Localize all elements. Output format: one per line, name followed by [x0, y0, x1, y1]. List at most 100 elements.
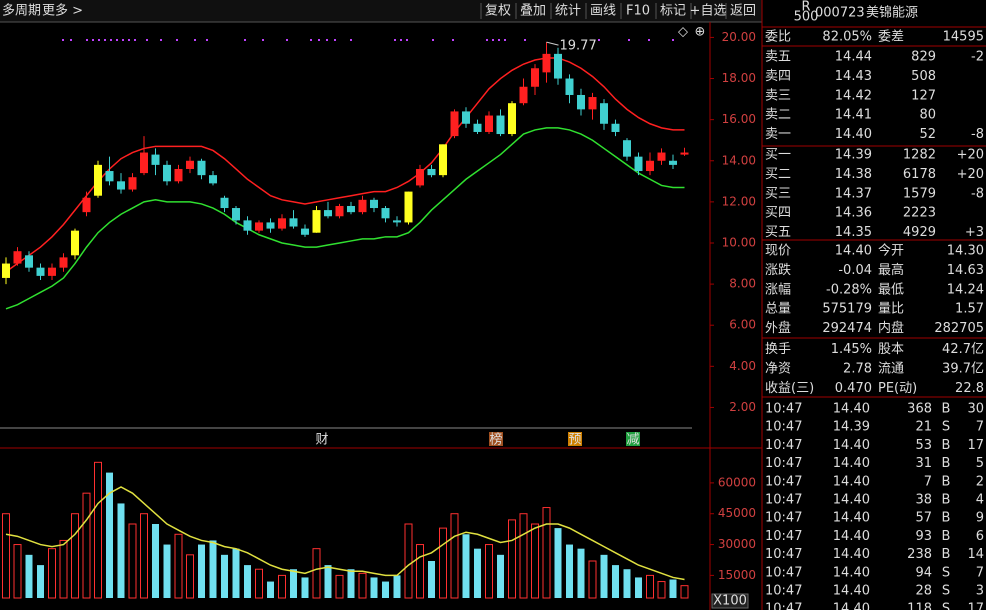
dot [134, 39, 136, 41]
toolbar-button[interactable]: 返回 [730, 4, 756, 19]
volume-bar [382, 581, 389, 598]
y-tick-label: 14.00 [722, 153, 756, 167]
stat-label: 换手 [765, 342, 791, 357]
annotation: 19.77 [560, 39, 597, 54]
candle-body [278, 218, 286, 229]
candle-body [554, 53, 562, 79]
toolbar-button[interactable]: +自选 [690, 4, 727, 19]
toolbar-button[interactable]: 复权 [485, 3, 511, 19]
volume-bar [290, 569, 297, 598]
tick-price: 14.40 [833, 511, 870, 526]
volume-bar [554, 528, 562, 598]
volume-bar [209, 540, 217, 598]
stat-label: 涨幅 [765, 282, 791, 297]
candle-body [565, 78, 574, 95]
candle-body [243, 220, 252, 231]
signal-dots [62, 39, 674, 41]
tick-volume: 53 [915, 438, 932, 453]
candle-body [496, 115, 505, 135]
volume-bar [244, 565, 251, 598]
volume-bar [255, 568, 263, 599]
volume-bar [462, 534, 470, 598]
volume-bar [474, 548, 481, 598]
candle-body [266, 222, 275, 229]
tick-price: 14.39 [833, 420, 870, 435]
tick-price: 14.40 [833, 474, 870, 489]
stat-value: 282705 [934, 321, 984, 336]
tick-price: 14.40 [833, 402, 870, 417]
volume-bar [393, 575, 401, 598]
tick-count: 3 [976, 584, 984, 599]
stat-value: -0.04 [838, 263, 872, 278]
stat-label: 最高 [878, 262, 904, 278]
toolbar [0, 0, 762, 22]
candle-body [255, 222, 263, 231]
candle-body [36, 267, 45, 276]
volume-bar [485, 544, 493, 599]
tick-time: 10:47 [765, 584, 802, 599]
event-label[interactable]: 财 [315, 433, 328, 448]
candle-body [370, 199, 378, 209]
stat-value: -0.28% [826, 282, 872, 297]
event-label[interactable]: 减 [626, 433, 639, 448]
tick-side: S [942, 565, 950, 580]
tick-price: 14.40 [833, 493, 870, 508]
stat-value: 42.7亿 [942, 342, 984, 357]
dot [122, 39, 124, 41]
toolbar-button[interactable]: 叠加 [520, 4, 546, 19]
tick-side: B [942, 474, 951, 489]
badge: R [801, 0, 810, 15]
tick-side: B [942, 529, 951, 544]
event-label[interactable]: 预 [568, 433, 581, 448]
candle-body [335, 205, 344, 217]
volume-bar [416, 544, 424, 599]
event-label[interactable]: 榜 [489, 432, 502, 448]
tick-side: B [942, 438, 951, 453]
tick-side: S [942, 602, 950, 610]
stat-label: 收益(三) [765, 381, 814, 396]
stat-label: 今开 [878, 243, 904, 259]
volume-bar [600, 554, 608, 598]
tick-time: 10:47 [765, 493, 802, 508]
candle-body [657, 152, 666, 161]
event-badge [568, 432, 582, 446]
candle-body [519, 86, 528, 104]
dot [146, 39, 148, 41]
candle-body [450, 111, 459, 137]
stat-value: 14.30 [947, 244, 984, 259]
toolbar-button[interactable]: 画线 [590, 4, 616, 19]
candle-body [393, 220, 401, 223]
dot [70, 39, 72, 41]
toolbar-button[interactable]: 统计 [555, 4, 581, 19]
stat-value: 22.8 [955, 381, 984, 396]
dot [62, 39, 64, 41]
toolbar-button[interactable]: F10 [626, 4, 650, 19]
volume-bar [48, 548, 56, 599]
candle-body [186, 160, 194, 169]
volume-bar [278, 574, 286, 599]
volume-bar [267, 581, 274, 598]
tick-side: S [942, 420, 950, 435]
candle-body [163, 164, 171, 182]
dot [598, 39, 600, 41]
y-tick-label: 60000 [718, 475, 756, 489]
book-price: 14.44 [835, 50, 872, 65]
toolbar-button[interactable]: 标记 [660, 4, 686, 19]
candle-body [94, 164, 102, 196]
candle-body [531, 68, 539, 87]
y-tick-label: 4.00 [729, 359, 756, 373]
dot [262, 39, 264, 41]
toolbar-label[interactable]: 多周期 [2, 3, 41, 19]
dot [176, 39, 178, 41]
toolbar-label[interactable]: 更多 > [42, 3, 83, 19]
book-change: +20 [957, 148, 984, 163]
candle-body [140, 152, 148, 174]
book-label: 买四 [765, 206, 791, 221]
y-tick-label: 10.00 [722, 235, 756, 249]
badge: 500 [794, 10, 819, 25]
unit-box [711, 593, 749, 609]
book-change: +20 [957, 167, 984, 182]
book-price: 14.43 [835, 69, 872, 84]
unit-label: X100 [713, 594, 747, 609]
